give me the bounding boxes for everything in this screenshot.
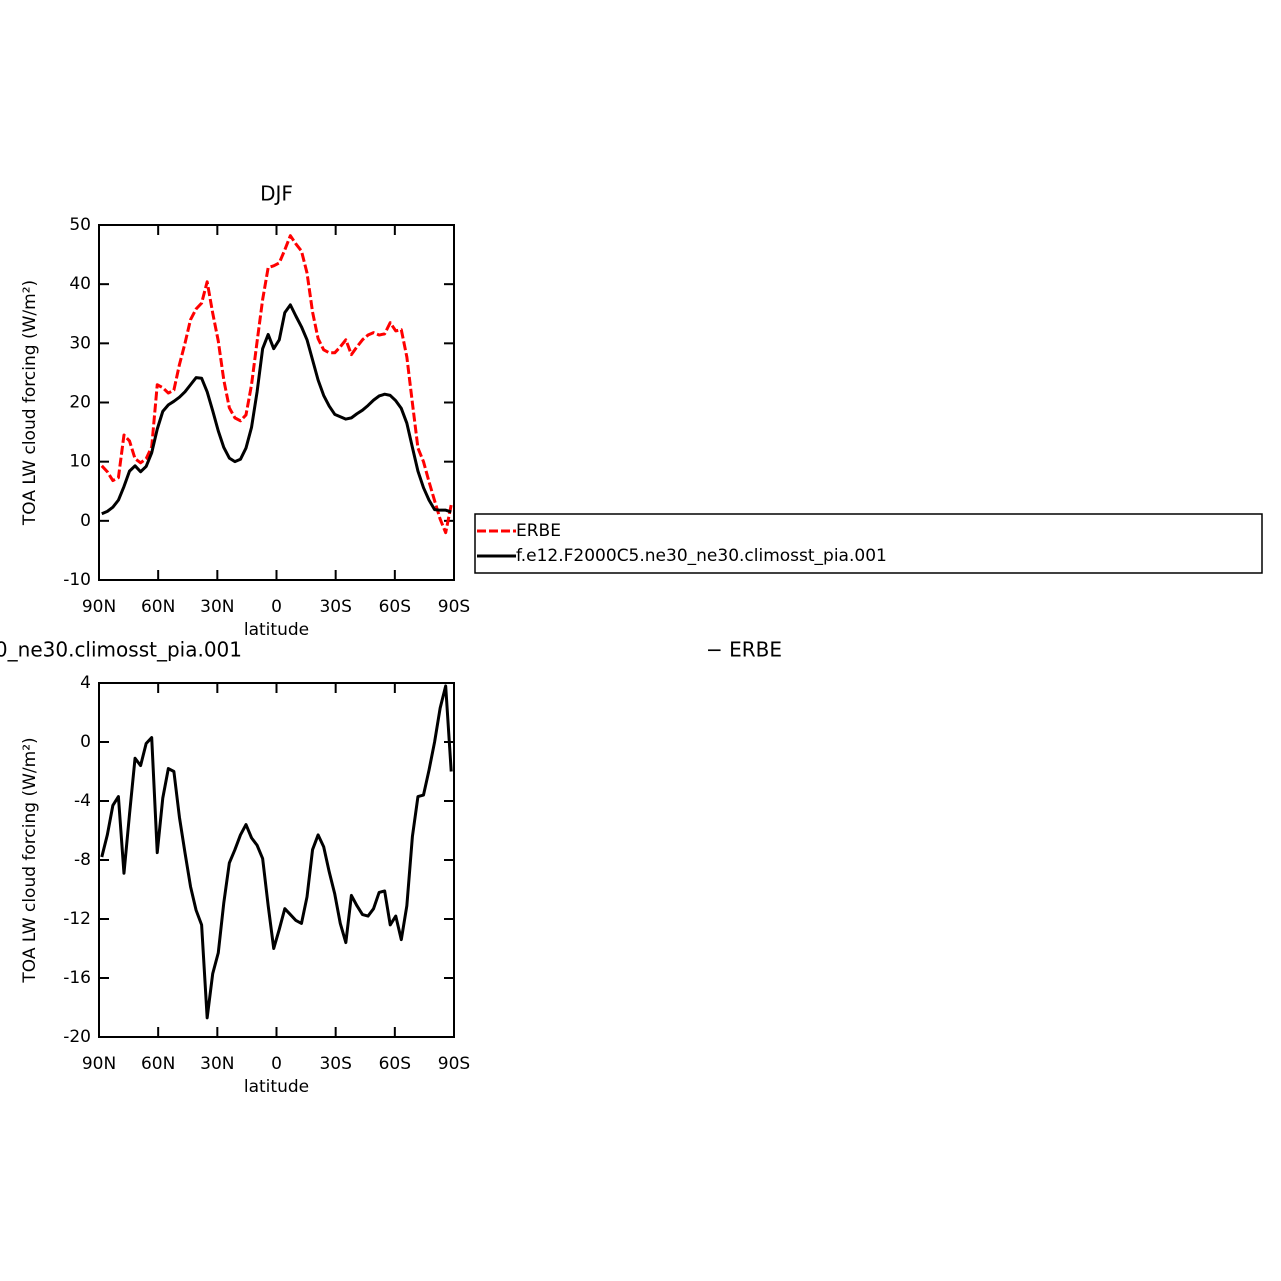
x-tick-label: 90S bbox=[438, 597, 470, 617]
x-tick-label: 90S bbox=[438, 1054, 470, 1074]
y-tick-label: 0 bbox=[80, 511, 91, 531]
x-tick-label: 30N bbox=[200, 1054, 234, 1074]
y-tick-label: -20 bbox=[63, 1027, 91, 1047]
chart-title: DJF bbox=[260, 182, 293, 206]
plot-frame bbox=[98, 224, 455, 581]
y-axis-label: TOA LW cloud forcing (W/m²) bbox=[20, 280, 40, 526]
y-tick-label: -10 bbox=[63, 570, 91, 590]
y-tick-label: 4 bbox=[80, 673, 91, 693]
data-line bbox=[100, 684, 453, 1020]
legend-label: f.e12.F2000C5.ne30_ne30.climosst_pia.001 bbox=[516, 546, 887, 566]
plot-frame bbox=[98, 682, 455, 1038]
data-line bbox=[101, 303, 452, 516]
x-tick-label: 30N bbox=[200, 597, 234, 617]
legend-label: ERBE bbox=[516, 521, 561, 541]
x-tick-label: 60S bbox=[379, 597, 411, 617]
y-tick-label: 40 bbox=[69, 274, 91, 294]
right-title: − ERBE bbox=[706, 638, 782, 662]
x-tick-label: 60N bbox=[141, 597, 175, 617]
left-title: f.e12.F2000C5.ne30_ne30.climosst_pia.001 bbox=[0, 638, 242, 662]
x-tick-label: 30S bbox=[319, 597, 351, 617]
y-axis-label: TOA LW cloud forcing (W/m²) bbox=[20, 737, 40, 983]
y-tick-label: -16 bbox=[63, 968, 91, 988]
x-tick-label: 60N bbox=[141, 1054, 175, 1074]
x-tick-label: 90N bbox=[82, 597, 116, 617]
y-tick-label: 50 bbox=[69, 215, 91, 235]
y-tick-label: 20 bbox=[69, 393, 91, 413]
y-tick-label: -8 bbox=[74, 850, 91, 870]
y-tick-label: 10 bbox=[69, 452, 91, 472]
x-axis-label: latitude bbox=[244, 1077, 309, 1097]
x-tick-label: 30S bbox=[319, 1054, 351, 1074]
y-tick-label: 0 bbox=[80, 732, 91, 752]
data-line bbox=[100, 234, 453, 535]
x-tick-label: 0 bbox=[271, 1054, 282, 1074]
y-tick-label: 30 bbox=[69, 333, 91, 353]
y-tick-label: -4 bbox=[74, 791, 91, 811]
x-tick-label: 90N bbox=[82, 1054, 116, 1074]
x-axis-label: latitude bbox=[244, 620, 309, 640]
x-tick-label: 0 bbox=[271, 597, 282, 617]
legend-box bbox=[474, 513, 1263, 574]
x-tick-label: 60S bbox=[379, 1054, 411, 1074]
y-tick-label: -12 bbox=[63, 909, 91, 929]
